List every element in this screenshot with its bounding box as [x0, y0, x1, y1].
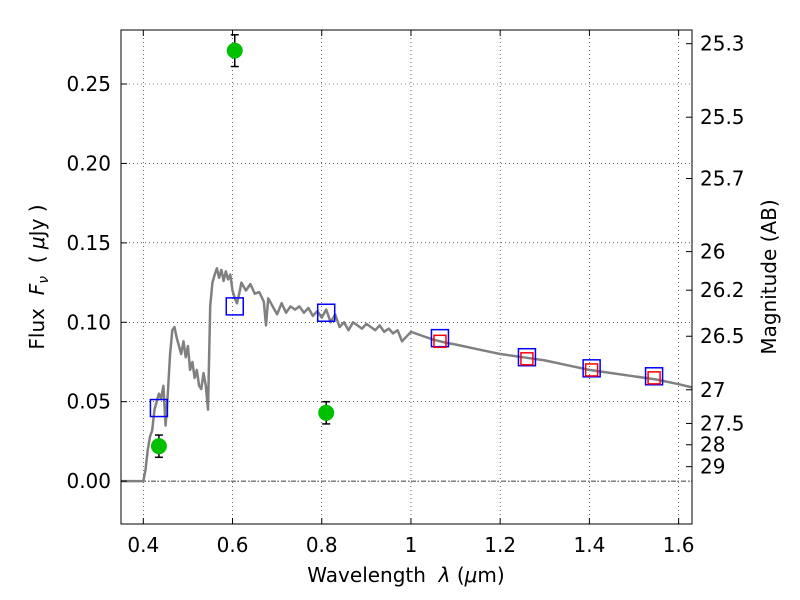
- magnitude-tick-label: 26.5: [700, 324, 745, 348]
- model-sed-line: [121, 267, 693, 483]
- x-axis-ticks: 0.4 0.6 0.8 1 1.2 1.4 1.6: [127, 30, 695, 557]
- magnitude-tick-label: 27.5: [700, 411, 745, 435]
- y-tick-label: 0.25: [66, 72, 111, 96]
- x-tick-label: 0.4: [127, 533, 159, 557]
- y-tick-label: 0.15: [66, 231, 111, 255]
- y-axis-label-unit: Jy ): [25, 204, 49, 238]
- red-square-point: [647, 371, 661, 385]
- y-tick-label: 0.10: [66, 310, 111, 334]
- blue-square-point: [225, 297, 245, 316]
- y-axis-label-F: F: [25, 283, 49, 295]
- x-axis-label-text: Wavelength: [307, 563, 438, 587]
- magnitude-axis-label: Magnitude (AB): [757, 199, 781, 354]
- y-tick-label: 0.20: [66, 151, 111, 175]
- blue-square-point: [582, 359, 601, 378]
- magnitude-tick-label: 27: [700, 378, 725, 402]
- x-axis-label-lambda: λ: [438, 563, 451, 587]
- magnitude-tick-label: 29: [700, 455, 725, 479]
- blue-square-point: [149, 398, 169, 418]
- plot-frame: [120, 29, 693, 525]
- y-tick-label: 0.00: [66, 469, 111, 493]
- red-square-point: [520, 352, 534, 366]
- x-tick-label: 0.6: [217, 533, 249, 557]
- red-square-point: [584, 363, 599, 377]
- red-square-point: [433, 334, 447, 349]
- blue-square-point: [517, 347, 537, 367]
- magnitude-tick-label: 25.5: [700, 105, 745, 129]
- y-axis-label: Flux Fν ( μJy ): [25, 204, 52, 349]
- blue-square-point: [644, 367, 664, 386]
- x-tick-label: 0.8: [306, 533, 338, 557]
- x-axis-label-mu: μ: [464, 563, 478, 587]
- magnitude-tick-label: 26.2: [700, 278, 745, 302]
- green-data-point: [318, 404, 335, 421]
- y-tick-label: 0.05: [66, 390, 111, 414]
- y-axis-ticks: 0.00 0.05 0.10 0.15 0.20 0.25: [66, 72, 127, 493]
- y-axis-label-mu: μ: [25, 236, 49, 250]
- magnitude-tick-label: 26: [700, 240, 725, 264]
- y-axis-label-nu: ν: [36, 276, 52, 284]
- x-axis-label: Wavelength λ (μm): [307, 563, 504, 587]
- magnitude-tick-label: 28: [700, 433, 725, 457]
- y-axis-label-paren: (: [25, 249, 49, 276]
- x-tick-label: 1.4: [573, 533, 605, 557]
- y-axis-label-text: Flux: [25, 295, 49, 349]
- x-axis-label-paren: (: [451, 563, 465, 587]
- x-tick-label: 1.2: [484, 533, 516, 557]
- x-axis-label-unit: m): [477, 563, 504, 587]
- magnitude-tick-label: 25.3: [700, 32, 745, 56]
- plot-marks: [121, 34, 693, 483]
- green-data-point: [150, 438, 167, 455]
- blue-square-point: [316, 303, 336, 322]
- x-tick-label: 1.6: [663, 533, 695, 557]
- green-data-point: [226, 42, 243, 59]
- x-tick-label: 1: [405, 533, 418, 557]
- magnitude-tick-label: 25.7: [700, 167, 745, 191]
